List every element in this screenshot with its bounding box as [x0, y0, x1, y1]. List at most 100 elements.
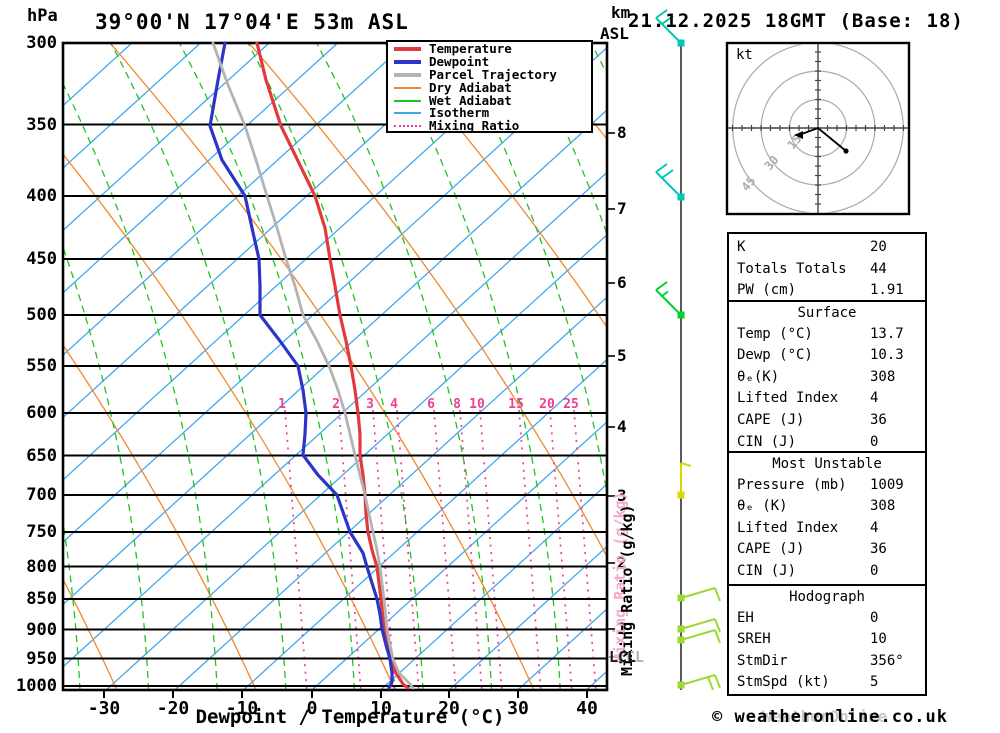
curve-parcel-trajectory — [211, 41, 415, 690]
panel-row: StmDir 356° — [729, 651, 925, 673]
hodograph-trace — [798, 126, 847, 152]
legend-swatch-isotherm — [394, 112, 421, 115]
altitude-axis-unit-km: km — [611, 3, 631, 22]
legend-label: Isotherm — [429, 105, 490, 121]
legend-swatch-wet-adiabat — [394, 99, 421, 102]
pressure-label: 400 — [26, 186, 57, 206]
km-axis-ticks — [607, 132, 615, 630]
station-title: 39°00'N 17°04'E 53m ASL — [95, 10, 409, 34]
panel-row-value: 36 — [870, 541, 887, 558]
panel-row-value: 1.91 — [870, 282, 904, 299]
mixing-ratio-label: 2 — [332, 397, 340, 412]
x-axis-ticks — [103, 690, 588, 698]
panel-row: CAPE (J) 36 — [729, 410, 925, 432]
temperature-label: 20 — [438, 698, 460, 719]
panel-row: CAPE (J) 36 — [729, 539, 925, 561]
temperature-label: 0 — [306, 698, 318, 719]
panel-row-label: K — [737, 239, 746, 255]
panel-row-value: 0 — [870, 433, 879, 450]
mixing-ratio-label: 25 — [563, 397, 579, 412]
pressure-label: 550 — [26, 356, 57, 376]
mixing-ratio-label: 10 — [469, 397, 485, 412]
km-label: 7 — [617, 199, 627, 218]
panel-row: Lifted Index 4 — [729, 518, 925, 540]
km-label: 6 — [617, 273, 627, 292]
curve-dewpoint — [208, 41, 394, 690]
panel-row-label: Pressure (mb) — [737, 476, 847, 493]
temperature-label: -20 — [156, 698, 190, 719]
legend-label: Wet Adiabat — [429, 92, 512, 108]
panel-row-label: EH — [737, 609, 754, 626]
pressure-label: 900 — [26, 619, 57, 640]
panel-row: PW (cm) 1.91 — [729, 280, 925, 302]
panel-row-value: 356° — [870, 652, 904, 669]
mixing-ratio-label: 8 — [453, 397, 461, 412]
km-label: 4 — [617, 417, 627, 436]
datetime-title: 21.12.2025 18GMT (Base: 18) — [628, 10, 964, 32]
legend-label: Temperature — [429, 41, 512, 57]
mixing-ratio-value-labels: 1 2 3 4 6 8 10 15 20 25 — [278, 397, 579, 412]
panel-row-value: 44 — [870, 260, 887, 277]
panel-row: Dewp (°C) 10.3 — [729, 345, 925, 367]
mixing-ratio-label: 20 — [539, 397, 555, 412]
pressure-label: 500 — [26, 305, 57, 325]
pressure-label: 850 — [26, 589, 57, 609]
legend-label: Dewpoint — [429, 54, 490, 70]
legend-swatch-dewpoint — [394, 60, 421, 65]
panel-row-label: θₑ(K) — [737, 368, 780, 385]
legend-item: Dewpoint — [388, 54, 591, 70]
panel-row-label: CIN (J) — [737, 433, 797, 450]
panel-box-most-unstable: Most Unstable Pressure (mb) 1009 θₑ (K) 308 L… — [727, 451, 927, 586]
pressure-label: 600 — [26, 403, 57, 423]
wind-barbs — [655, 9, 721, 691]
panel-row-value: 0 — [870, 562, 879, 579]
legend-item: Mixing Ratio — [388, 118, 591, 134]
panel-row-label: StmDir — [737, 652, 788, 669]
km-label: 3 — [617, 486, 627, 505]
wind-barb — [655, 9, 685, 47]
legend-item: Dry Adiabat — [388, 81, 591, 94]
panel-section-header: Hodograph — [789, 589, 865, 605]
plot-frame — [61, 41, 609, 692]
panel-row-label: Lifted Index — [737, 519, 839, 536]
panel-row-value: 308 — [870, 498, 896, 515]
pressure-label: 750 — [26, 522, 57, 542]
mixing-ratio-label: 1 — [278, 397, 286, 412]
temperature-label: 10 — [370, 698, 392, 719]
panel-row-value: 10 — [870, 631, 887, 648]
pressure-label: 350 — [26, 114, 57, 135]
legend-swatch-mixing-ratio — [394, 125, 421, 128]
panel-row: SREH 10 — [729, 629, 925, 651]
temperature-label: 30 — [507, 698, 529, 719]
panel-row: EH 0 — [729, 608, 925, 630]
legend-swatch-temperature — [394, 47, 421, 52]
panel-row-value: 5 — [870, 674, 879, 691]
legend-box: Temperature Dewpoint Parcel Trajectory Dry … — [386, 40, 593, 133]
mixing-ratio-label: 15 — [508, 397, 524, 412]
panel-section-header: Most Unstable — [772, 456, 882, 472]
legend-label: Mixing Ratio — [429, 118, 520, 134]
wind-barb — [655, 163, 685, 201]
panel-row-value: 36 — [870, 411, 887, 428]
panel-row-label: StmSpd (kt) — [737, 674, 830, 691]
lcl-marker-label: LCL — [609, 648, 637, 666]
km-label: 8 — [617, 123, 627, 142]
panel-row-label: Dewp (°C) — [737, 347, 813, 364]
x-axis-title: Dewpoint / Temperature (°C) — [195, 706, 505, 728]
ccl-marker-label: CCL — [617, 648, 645, 666]
panel-row: CIN (J) 0 — [729, 561, 925, 583]
panel-row-value: 0 — [870, 609, 879, 626]
panel-row-label: Lifted Index — [737, 390, 839, 407]
sounding-curves — [208, 41, 415, 690]
temperature-label: -30 — [87, 698, 121, 719]
mixing-ratio-lines — [284, 409, 597, 690]
panel-section-header: Surface — [797, 305, 857, 321]
panel-row-label: Temp (°C) — [737, 325, 813, 342]
altitude-axis-unit-asl: ASL — [600, 24, 629, 43]
indices-panel: K 20 Totals Totals 44 PW (cm) 1.91 Surface Temp… — [727, 232, 927, 696]
background-lines — [63, 43, 607, 690]
panel-row-value: 20 — [870, 239, 887, 255]
panel-row: StmSpd (kt) 5 — [729, 672, 925, 694]
pressure-label: 650 — [26, 445, 57, 466]
